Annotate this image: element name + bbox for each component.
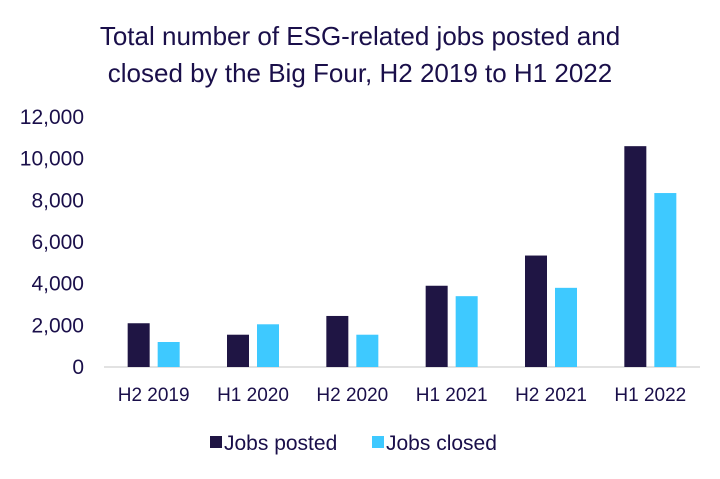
legend-swatch-jobs-closed (372, 436, 384, 448)
chart-title-line-1: Total number of ESG-related jobs posted … (100, 21, 620, 51)
bar-jobs-closed (157, 342, 180, 367)
y-tick-label: 0 (72, 356, 84, 379)
x-tick-label: H1 2020 (217, 385, 289, 406)
x-tick-label: H1 2021 (416, 385, 488, 406)
y-tick-label: 2,000 (31, 314, 84, 337)
bar-jobs-closed (356, 334, 379, 367)
bar-jobs-closed (257, 324, 279, 367)
x-tick-label: H2 2020 (316, 385, 388, 406)
y-tick-label: 4,000 (31, 273, 84, 296)
bar-jobs-posted (425, 285, 448, 367)
y-tick-label: 8,000 (31, 189, 84, 212)
bar-jobs-posted (624, 146, 647, 367)
chart-title-line-2: closed by the Big Four, H2 2019 to H1 20… (108, 58, 612, 88)
legend: Jobs posted Jobs closed (210, 432, 497, 455)
y-tick-label: 12,000 (20, 106, 84, 129)
legend-swatch-jobs-posted (210, 436, 222, 448)
chart-title: Total number of ESG-related jobs posted … (100, 21, 620, 88)
bar-jobs-closed (455, 296, 478, 367)
bar-jobs-closed (555, 287, 577, 367)
legend-label-jobs-closed: Jobs closed (386, 432, 497, 455)
x-tick-label: H2 2021 (515, 385, 587, 406)
x-tick-label: H2 2019 (118, 385, 190, 406)
bar-jobs-posted (227, 334, 249, 367)
y-tick-label: 6,000 (31, 231, 84, 254)
legend-label-jobs-posted: Jobs posted (224, 432, 337, 455)
bars (127, 146, 677, 367)
bar-jobs-posted (326, 315, 349, 367)
bar-jobs-posted (127, 323, 150, 367)
x-axis: H2 2019 H1 2020 H2 2020 H1 2021 H2 2021 H1 20… (118, 385, 687, 406)
bar-jobs-closed (654, 193, 677, 367)
bar-jobs-posted (525, 255, 547, 367)
y-axis: 0 2,000 4,000 6,000 8,000 10,000 12,000 (20, 106, 84, 379)
x-tick-label: H1 2022 (614, 385, 686, 406)
y-tick-label: 10,000 (20, 148, 84, 171)
